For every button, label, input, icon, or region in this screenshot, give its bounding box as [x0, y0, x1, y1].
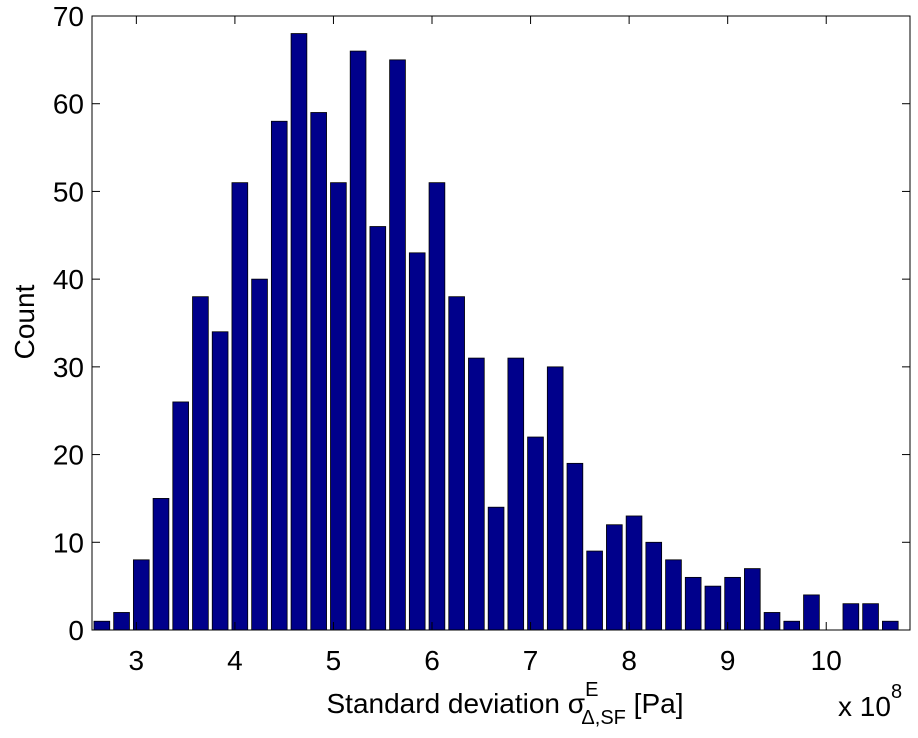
bar [310, 112, 327, 631]
y-tick-label: 60 [53, 89, 84, 120]
x-axis-label-superscript: E [585, 679, 598, 701]
y-axis-label: Count [9, 284, 40, 359]
bar [527, 436, 544, 631]
bar [566, 462, 584, 631]
x-tick-label: 9 [720, 645, 736, 676]
bar [665, 559, 682, 631]
bar [625, 515, 643, 631]
bar [369, 226, 387, 631]
x-tick-label: 8 [621, 645, 637, 676]
bar [428, 182, 446, 631]
y-tick-label: 70 [53, 1, 84, 32]
x-tick-label: 10 [811, 645, 842, 676]
bar [783, 620, 801, 631]
y-tick-label: 50 [53, 176, 84, 207]
bar [546, 366, 564, 631]
bar [408, 252, 426, 631]
bar [842, 603, 860, 631]
bar [349, 50, 367, 631]
bar [290, 33, 308, 631]
bar [152, 498, 170, 631]
bar [132, 559, 150, 631]
bar [862, 603, 879, 631]
x-axis-exponent-base: x 10 [838, 691, 891, 722]
x-tick-label: 5 [326, 645, 342, 676]
y-tick-label: 20 [53, 440, 84, 471]
axes-box [91, 15, 911, 631]
bar [606, 524, 623, 631]
bar [448, 296, 465, 631]
bar [113, 612, 130, 631]
bar [882, 620, 899, 631]
x-tick-label: 3 [129, 645, 145, 676]
ticks-group: 3 4 5 6 7 8 9 10 0 10 20 30 40 50 60 70 [53, 1, 910, 676]
x-tick-label: 4 [227, 645, 243, 676]
bar [468, 357, 485, 631]
bar [231, 182, 249, 631]
bar [192, 296, 209, 631]
x-axis-label: Standard deviation σE Δ,SF [Pa] [327, 679, 684, 729]
bar [270, 120, 288, 631]
x-axis-label-subscript: Δ,SF [581, 707, 625, 729]
bars-group [93, 33, 899, 631]
bar [704, 585, 722, 631]
bar [507, 357, 525, 631]
x-axis-label-symbol: σ [568, 688, 585, 719]
bar [330, 182, 347, 631]
bar [211, 331, 229, 631]
x-axis-label-prefix: Standard deviation [327, 688, 568, 719]
bar [684, 576, 702, 631]
bar [251, 278, 268, 631]
x-tick-label: 6 [424, 645, 440, 676]
bar [487, 506, 505, 631]
x-axis-label-suffix: [Pa] [626, 688, 684, 719]
bar [172, 401, 189, 631]
y-tick-label: 40 [53, 264, 84, 295]
bar [389, 59, 406, 631]
bar [645, 541, 663, 631]
bar [93, 620, 111, 631]
y-tick-label: 0 [68, 615, 84, 646]
x-tick-label: 7 [523, 645, 539, 676]
x-axis-exponent-label: x 108 [838, 681, 902, 722]
y-tick-label: 10 [53, 527, 84, 558]
bar [803, 594, 820, 631]
bar [763, 612, 781, 631]
bar [744, 568, 761, 631]
bar [586, 550, 603, 631]
y-tick-label: 30 [53, 352, 84, 383]
x-axis-exponent-power: 8 [891, 681, 902, 703]
bar [724, 576, 741, 631]
